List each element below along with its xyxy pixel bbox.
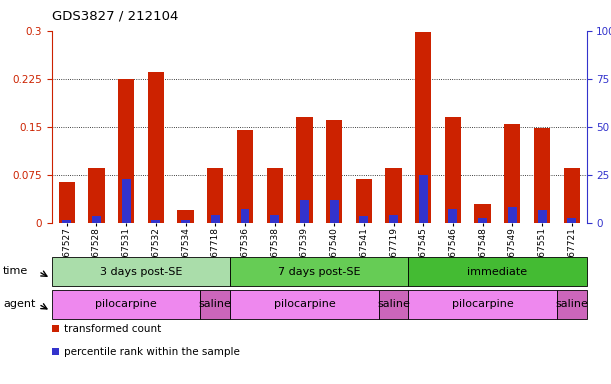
Bar xyxy=(538,210,546,223)
Text: time: time xyxy=(3,266,28,276)
Bar xyxy=(478,218,487,223)
Bar xyxy=(148,72,164,223)
Text: pilocarpine: pilocarpine xyxy=(95,299,157,310)
Bar xyxy=(200,290,230,319)
Text: transformed count: transformed count xyxy=(64,324,161,334)
Bar xyxy=(266,168,283,223)
Bar xyxy=(207,168,224,223)
Bar xyxy=(62,220,71,223)
Text: pilocarpine: pilocarpine xyxy=(452,299,513,310)
Bar xyxy=(474,204,491,223)
Bar xyxy=(241,209,249,223)
Bar xyxy=(52,290,200,319)
Bar xyxy=(379,290,408,319)
Bar xyxy=(534,128,550,223)
Bar xyxy=(300,200,309,223)
Bar xyxy=(356,179,372,223)
Bar xyxy=(408,290,557,319)
Bar xyxy=(448,209,458,223)
Bar xyxy=(326,120,342,223)
Bar xyxy=(52,257,230,286)
Bar xyxy=(359,216,368,223)
Text: immediate: immediate xyxy=(467,266,527,277)
Text: saline: saline xyxy=(555,299,588,310)
Text: saline: saline xyxy=(377,299,410,310)
Bar xyxy=(270,215,279,223)
Bar xyxy=(122,179,131,223)
Bar xyxy=(504,124,521,223)
Bar xyxy=(152,220,160,223)
Bar xyxy=(237,130,253,223)
Bar xyxy=(59,182,75,223)
Bar xyxy=(296,117,313,223)
Bar xyxy=(508,207,517,223)
Text: percentile rank within the sample: percentile rank within the sample xyxy=(64,347,240,357)
Text: GDS3827 / 212104: GDS3827 / 212104 xyxy=(52,10,178,23)
Text: 3 days post-SE: 3 days post-SE xyxy=(100,266,182,277)
Bar xyxy=(567,218,576,223)
Text: pilocarpine: pilocarpine xyxy=(274,299,335,310)
Text: agent: agent xyxy=(3,299,35,309)
Bar xyxy=(389,215,398,223)
Text: 7 days post-SE: 7 days post-SE xyxy=(278,266,360,277)
Bar xyxy=(415,32,431,223)
Bar xyxy=(92,216,101,223)
Bar xyxy=(386,168,401,223)
Bar xyxy=(211,215,220,223)
Bar xyxy=(230,290,379,319)
Bar xyxy=(408,257,587,286)
Bar xyxy=(329,200,338,223)
Bar xyxy=(563,168,580,223)
Bar xyxy=(445,117,461,223)
Bar xyxy=(181,220,190,223)
Text: saline: saline xyxy=(199,299,232,310)
Bar xyxy=(419,175,428,223)
Bar xyxy=(177,210,194,223)
Bar xyxy=(230,257,408,286)
Bar xyxy=(89,168,104,223)
Bar xyxy=(118,79,134,223)
Bar xyxy=(557,290,587,319)
